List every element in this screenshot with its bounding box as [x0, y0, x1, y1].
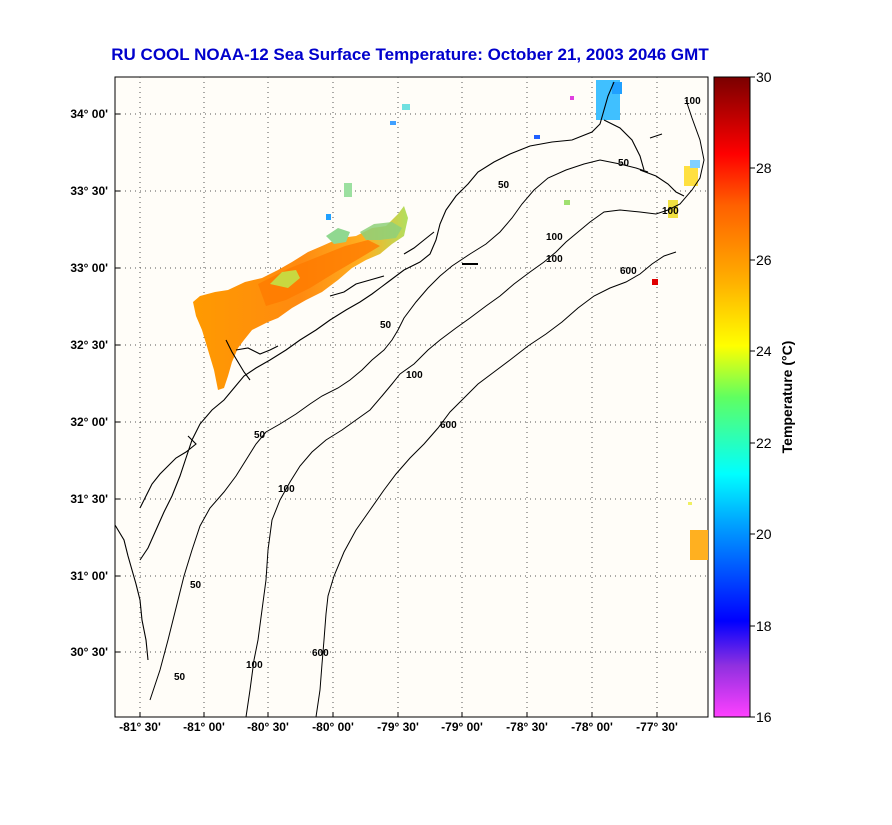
colorbar-tick-label: 16 [756, 709, 772, 725]
sst-speck [690, 160, 700, 168]
lon-tick-label: -79° 00' [441, 720, 483, 734]
sst-speck [326, 214, 331, 220]
contour-label: 100 [684, 96, 701, 107]
lon-tick-label: -81° 30' [119, 720, 161, 734]
colorbar-label: Temperature (°C) [779, 341, 795, 454]
lat-tick-label: 34° 00' [70, 107, 108, 121]
lat-tick-label: 30° 30' [70, 645, 108, 659]
contour-label: 50 [498, 180, 510, 191]
colorbar-tick-label: 28 [756, 160, 772, 176]
colorbar-tick-label: 24 [756, 343, 772, 359]
colorbar-tick-label: 26 [756, 252, 772, 268]
contour-label: 50 [190, 580, 202, 591]
contour-100 [245, 99, 705, 718]
lon-tick-label: -80° 00' [312, 720, 354, 734]
sst-speck [390, 121, 396, 125]
contour-label: 600 [312, 648, 329, 659]
sst-speck [570, 96, 574, 100]
map-area [114, 76, 709, 718]
sst-patch-teal [360, 222, 402, 240]
lat-tick-label: 33° 00' [70, 261, 108, 275]
colorbar-tick-label: 20 [756, 526, 772, 542]
lat-tick-label: 32° 00' [70, 415, 108, 429]
contour-label: 50 [254, 430, 266, 441]
contour-label: 50 [618, 158, 630, 169]
contour-label: 100 [546, 232, 563, 243]
contour-label: 100 [278, 484, 295, 495]
lat-tick-label: 31° 00' [70, 569, 108, 583]
contour-label: 600 [440, 420, 457, 431]
colorbar-gradient [713, 76, 751, 718]
lon-tick-label: -81° 00' [183, 720, 225, 734]
contour-label: 600 [620, 266, 637, 277]
coastline [114, 81, 685, 661]
contour-label: 100 [246, 660, 263, 671]
longitude-labels: -81° 30' -81° 00' -80° 30' -80° 00' -79°… [119, 720, 678, 734]
contour-label: 100 [546, 254, 563, 265]
map-grid [115, 77, 708, 717]
sst-data [193, 80, 708, 560]
contour-label: 100 [662, 206, 679, 217]
lon-tick-label: -79° 30' [377, 720, 419, 734]
sst-speck [652, 279, 658, 285]
colorbar: 30 28 26 24 22 20 18 16 Temperature (°C) [713, 69, 795, 725]
sst-speck [344, 183, 352, 197]
sst-speck [402, 104, 410, 110]
contour-label: 50 [380, 320, 392, 331]
lon-tick-label: -78° 30' [506, 720, 548, 734]
colorbar-tick-label: 30 [756, 69, 772, 85]
lon-tick-label: -80° 30' [247, 720, 289, 734]
sst-speck [612, 82, 622, 94]
sst-speck [668, 200, 678, 218]
sst-patch-green-upper [326, 228, 350, 244]
map-title: RU COOL NOAA-12 Sea Surface Temperature:… [111, 45, 709, 64]
lat-tick-label: 31° 30' [70, 492, 108, 506]
contour-600 [315, 251, 677, 718]
sst-speck [534, 135, 540, 139]
sst-speck [690, 530, 708, 560]
sst-speck [564, 200, 570, 205]
contour-50 [149, 159, 649, 701]
sst-patch-orange-dark [258, 240, 380, 306]
latitude-labels: 34° 00' 33° 30' 33° 00' 32° 30' 32° 00' … [70, 107, 108, 659]
contour-labels: 50 50 50 50 50 50 100 100 100 100 100 10… [174, 96, 701, 683]
sst-patch-yellowgreen [270, 270, 300, 288]
bathymetry-contours [149, 99, 705, 718]
lat-tick-label: 33° 30' [70, 184, 108, 198]
lon-tick-label: -78° 00' [571, 720, 613, 734]
lon-tick-label: -77° 30' [636, 720, 678, 734]
sst-speck [688, 502, 692, 505]
lat-tick-label: 32° 30' [70, 338, 108, 352]
colorbar-tick-label: 18 [756, 618, 772, 634]
colorbar-tick-label: 22 [756, 435, 772, 451]
sst-speck [684, 166, 698, 186]
axis-ticks [115, 113, 658, 717]
contour-label: 50 [174, 672, 186, 683]
contour-label: 100 [406, 370, 423, 381]
